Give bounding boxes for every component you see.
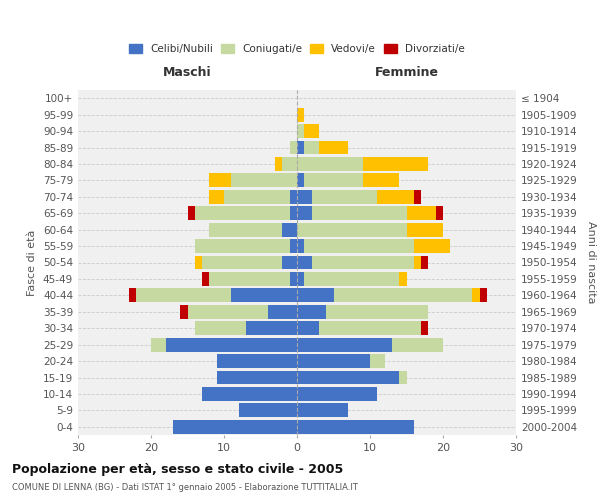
Bar bbox=[311, 190, 377, 204]
Bar bbox=[304, 174, 362, 188]
Bar bbox=[297, 124, 304, 138]
Bar bbox=[311, 256, 414, 270]
Bar bbox=[414, 256, 421, 270]
Text: COMUNE DI LENNA (BG) - Dati ISTAT 1° gennaio 2005 - Elaborazione TUTTITALIA.IT: COMUNE DI LENNA (BG) - Dati ISTAT 1° gen… bbox=[12, 482, 358, 492]
Bar bbox=[246, 321, 297, 335]
Bar bbox=[290, 272, 297, 286]
Bar bbox=[209, 222, 283, 236]
Bar bbox=[297, 239, 304, 253]
Bar bbox=[187, 206, 195, 220]
Bar bbox=[202, 387, 297, 401]
Text: Femmine: Femmine bbox=[374, 66, 439, 78]
Bar bbox=[311, 206, 407, 220]
Bar bbox=[421, 321, 428, 335]
Bar bbox=[209, 190, 224, 204]
Bar bbox=[436, 206, 443, 220]
Bar bbox=[202, 256, 283, 270]
Bar bbox=[407, 222, 443, 236]
Bar bbox=[232, 174, 297, 188]
Bar bbox=[290, 140, 297, 154]
Bar bbox=[304, 239, 414, 253]
Bar bbox=[479, 288, 487, 302]
Bar bbox=[195, 239, 290, 253]
Bar bbox=[297, 190, 311, 204]
Bar bbox=[187, 305, 268, 319]
Bar bbox=[362, 174, 399, 188]
Bar bbox=[283, 222, 297, 236]
Bar bbox=[297, 338, 392, 351]
Bar bbox=[392, 338, 443, 351]
Bar bbox=[268, 305, 297, 319]
Bar bbox=[297, 288, 334, 302]
Bar bbox=[472, 288, 479, 302]
Bar bbox=[377, 190, 414, 204]
Bar bbox=[217, 370, 297, 384]
Bar bbox=[195, 256, 202, 270]
Bar bbox=[407, 206, 436, 220]
Bar bbox=[232, 288, 297, 302]
Bar bbox=[195, 206, 290, 220]
Bar bbox=[136, 288, 232, 302]
Bar bbox=[319, 321, 421, 335]
Legend: Celibi/Nubili, Coniugati/e, Vedovi/e, Divorziati/e: Celibi/Nubili, Coniugati/e, Vedovi/e, Di… bbox=[125, 40, 469, 58]
Bar bbox=[297, 174, 304, 188]
Bar bbox=[297, 140, 304, 154]
Bar bbox=[224, 190, 290, 204]
Bar bbox=[173, 420, 297, 434]
Bar bbox=[297, 206, 311, 220]
Text: Popolazione per età, sesso e stato civile - 2005: Popolazione per età, sesso e stato civil… bbox=[12, 462, 343, 475]
Y-axis label: Fasce di età: Fasce di età bbox=[28, 230, 37, 296]
Bar bbox=[370, 354, 385, 368]
Bar bbox=[297, 321, 319, 335]
Bar bbox=[297, 370, 399, 384]
Bar bbox=[399, 272, 407, 286]
Bar bbox=[304, 124, 319, 138]
Bar bbox=[209, 174, 232, 188]
Bar bbox=[180, 305, 187, 319]
Bar bbox=[326, 305, 428, 319]
Bar bbox=[297, 354, 370, 368]
Bar bbox=[195, 321, 246, 335]
Bar bbox=[297, 305, 326, 319]
Bar bbox=[275, 157, 283, 171]
Bar bbox=[151, 338, 166, 351]
Bar bbox=[319, 140, 348, 154]
Text: Maschi: Maschi bbox=[163, 66, 212, 78]
Bar bbox=[290, 206, 297, 220]
Y-axis label: Anni di nascita: Anni di nascita bbox=[586, 221, 596, 304]
Bar bbox=[414, 190, 421, 204]
Bar bbox=[414, 239, 450, 253]
Bar bbox=[297, 272, 304, 286]
Bar bbox=[283, 256, 297, 270]
Bar bbox=[290, 239, 297, 253]
Bar bbox=[290, 190, 297, 204]
Bar bbox=[129, 288, 136, 302]
Bar bbox=[362, 157, 428, 171]
Bar bbox=[297, 108, 304, 122]
Bar bbox=[304, 272, 399, 286]
Bar bbox=[399, 370, 407, 384]
Bar bbox=[297, 256, 311, 270]
Bar bbox=[283, 157, 297, 171]
Bar bbox=[297, 222, 407, 236]
Bar bbox=[239, 404, 297, 417]
Bar bbox=[334, 288, 472, 302]
Bar bbox=[304, 140, 319, 154]
Bar bbox=[166, 338, 297, 351]
Bar bbox=[297, 404, 348, 417]
Bar bbox=[421, 256, 428, 270]
Bar bbox=[297, 157, 362, 171]
Bar bbox=[209, 272, 290, 286]
Bar bbox=[297, 387, 377, 401]
Bar bbox=[297, 420, 414, 434]
Bar bbox=[202, 272, 209, 286]
Bar bbox=[217, 354, 297, 368]
